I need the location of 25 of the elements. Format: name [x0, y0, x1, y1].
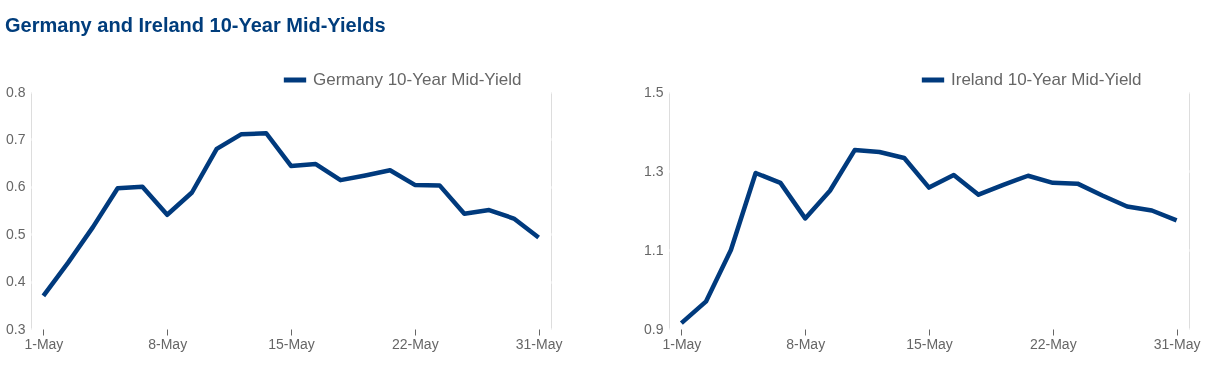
line-series	[41, 130, 541, 299]
legend-label: Germany 10-Year Mid-Yield	[313, 70, 522, 89]
x-tick-label: 15-May	[268, 335, 315, 352]
x-tick-label: 8-May	[786, 335, 826, 352]
y-tick-label: 0.9	[644, 320, 664, 337]
x-tick-label: 1-May	[662, 335, 702, 352]
x-tick-label: 31-May	[515, 335, 563, 352]
y-tick-label: 1.3	[644, 162, 664, 179]
y-tick-label: 0.7	[6, 130, 26, 147]
x-tick-label: 22-May	[391, 335, 439, 352]
y-tick-label: 0.3	[6, 320, 26, 337]
y-tick-label: 0.5	[6, 225, 26, 242]
y-tick-label: 0.8	[6, 83, 26, 100]
legend-label: Ireland 10-Year Mid-Yield	[951, 70, 1142, 89]
x-tick-label: 1-May	[24, 335, 64, 352]
line-series	[679, 147, 1179, 326]
x-tick-label: 8-May	[148, 335, 188, 352]
chart-title: Germany and Ireland 10-Year Mid-Yields	[5, 13, 386, 36]
y-tick-label: 1.5	[644, 83, 664, 100]
x-tick-label: 15-May	[906, 335, 953, 352]
y-tick-label: 0.6	[6, 178, 26, 195]
x-tick-label: 22-May	[1029, 335, 1077, 352]
y-tick-label: 1.1	[644, 241, 664, 258]
x-tick-label: 31-May	[1153, 335, 1201, 352]
y-tick-label: 0.4	[6, 273, 26, 290]
